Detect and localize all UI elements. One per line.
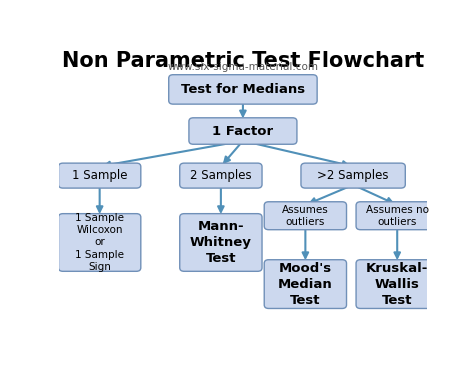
Text: Assumes
outliers: Assumes outliers (282, 205, 329, 227)
Text: >2 Samples: >2 Samples (318, 169, 389, 182)
FancyBboxPatch shape (189, 118, 297, 144)
Text: Kruskal-
Wallis
Test: Kruskal- Wallis Test (366, 262, 428, 306)
FancyBboxPatch shape (356, 202, 438, 230)
FancyBboxPatch shape (301, 163, 405, 188)
Text: Mood's
Median
Test: Mood's Median Test (278, 262, 333, 306)
Text: www.six-sigma-material.com: www.six-sigma-material.com (167, 62, 319, 72)
FancyBboxPatch shape (264, 260, 346, 308)
FancyBboxPatch shape (169, 75, 317, 104)
Text: 1 Factor: 1 Factor (212, 125, 273, 137)
Text: Assumes no
outliers: Assumes no outliers (366, 205, 428, 227)
FancyBboxPatch shape (180, 214, 262, 271)
Text: Mann-
Whitney
Test: Mann- Whitney Test (190, 220, 252, 265)
FancyBboxPatch shape (180, 163, 262, 188)
FancyBboxPatch shape (58, 163, 141, 188)
FancyBboxPatch shape (264, 202, 346, 230)
Text: Non Parametric Test Flowchart: Non Parametric Test Flowchart (62, 51, 424, 71)
Text: Test for Medians: Test for Medians (181, 83, 305, 96)
Text: 1 Sample
Wilcoxon
or
1 Sample
Sign: 1 Sample Wilcoxon or 1 Sample Sign (75, 213, 124, 272)
FancyBboxPatch shape (356, 260, 438, 308)
Text: 1 Sample: 1 Sample (72, 169, 128, 182)
FancyBboxPatch shape (58, 214, 141, 271)
Text: 2 Samples: 2 Samples (190, 169, 252, 182)
